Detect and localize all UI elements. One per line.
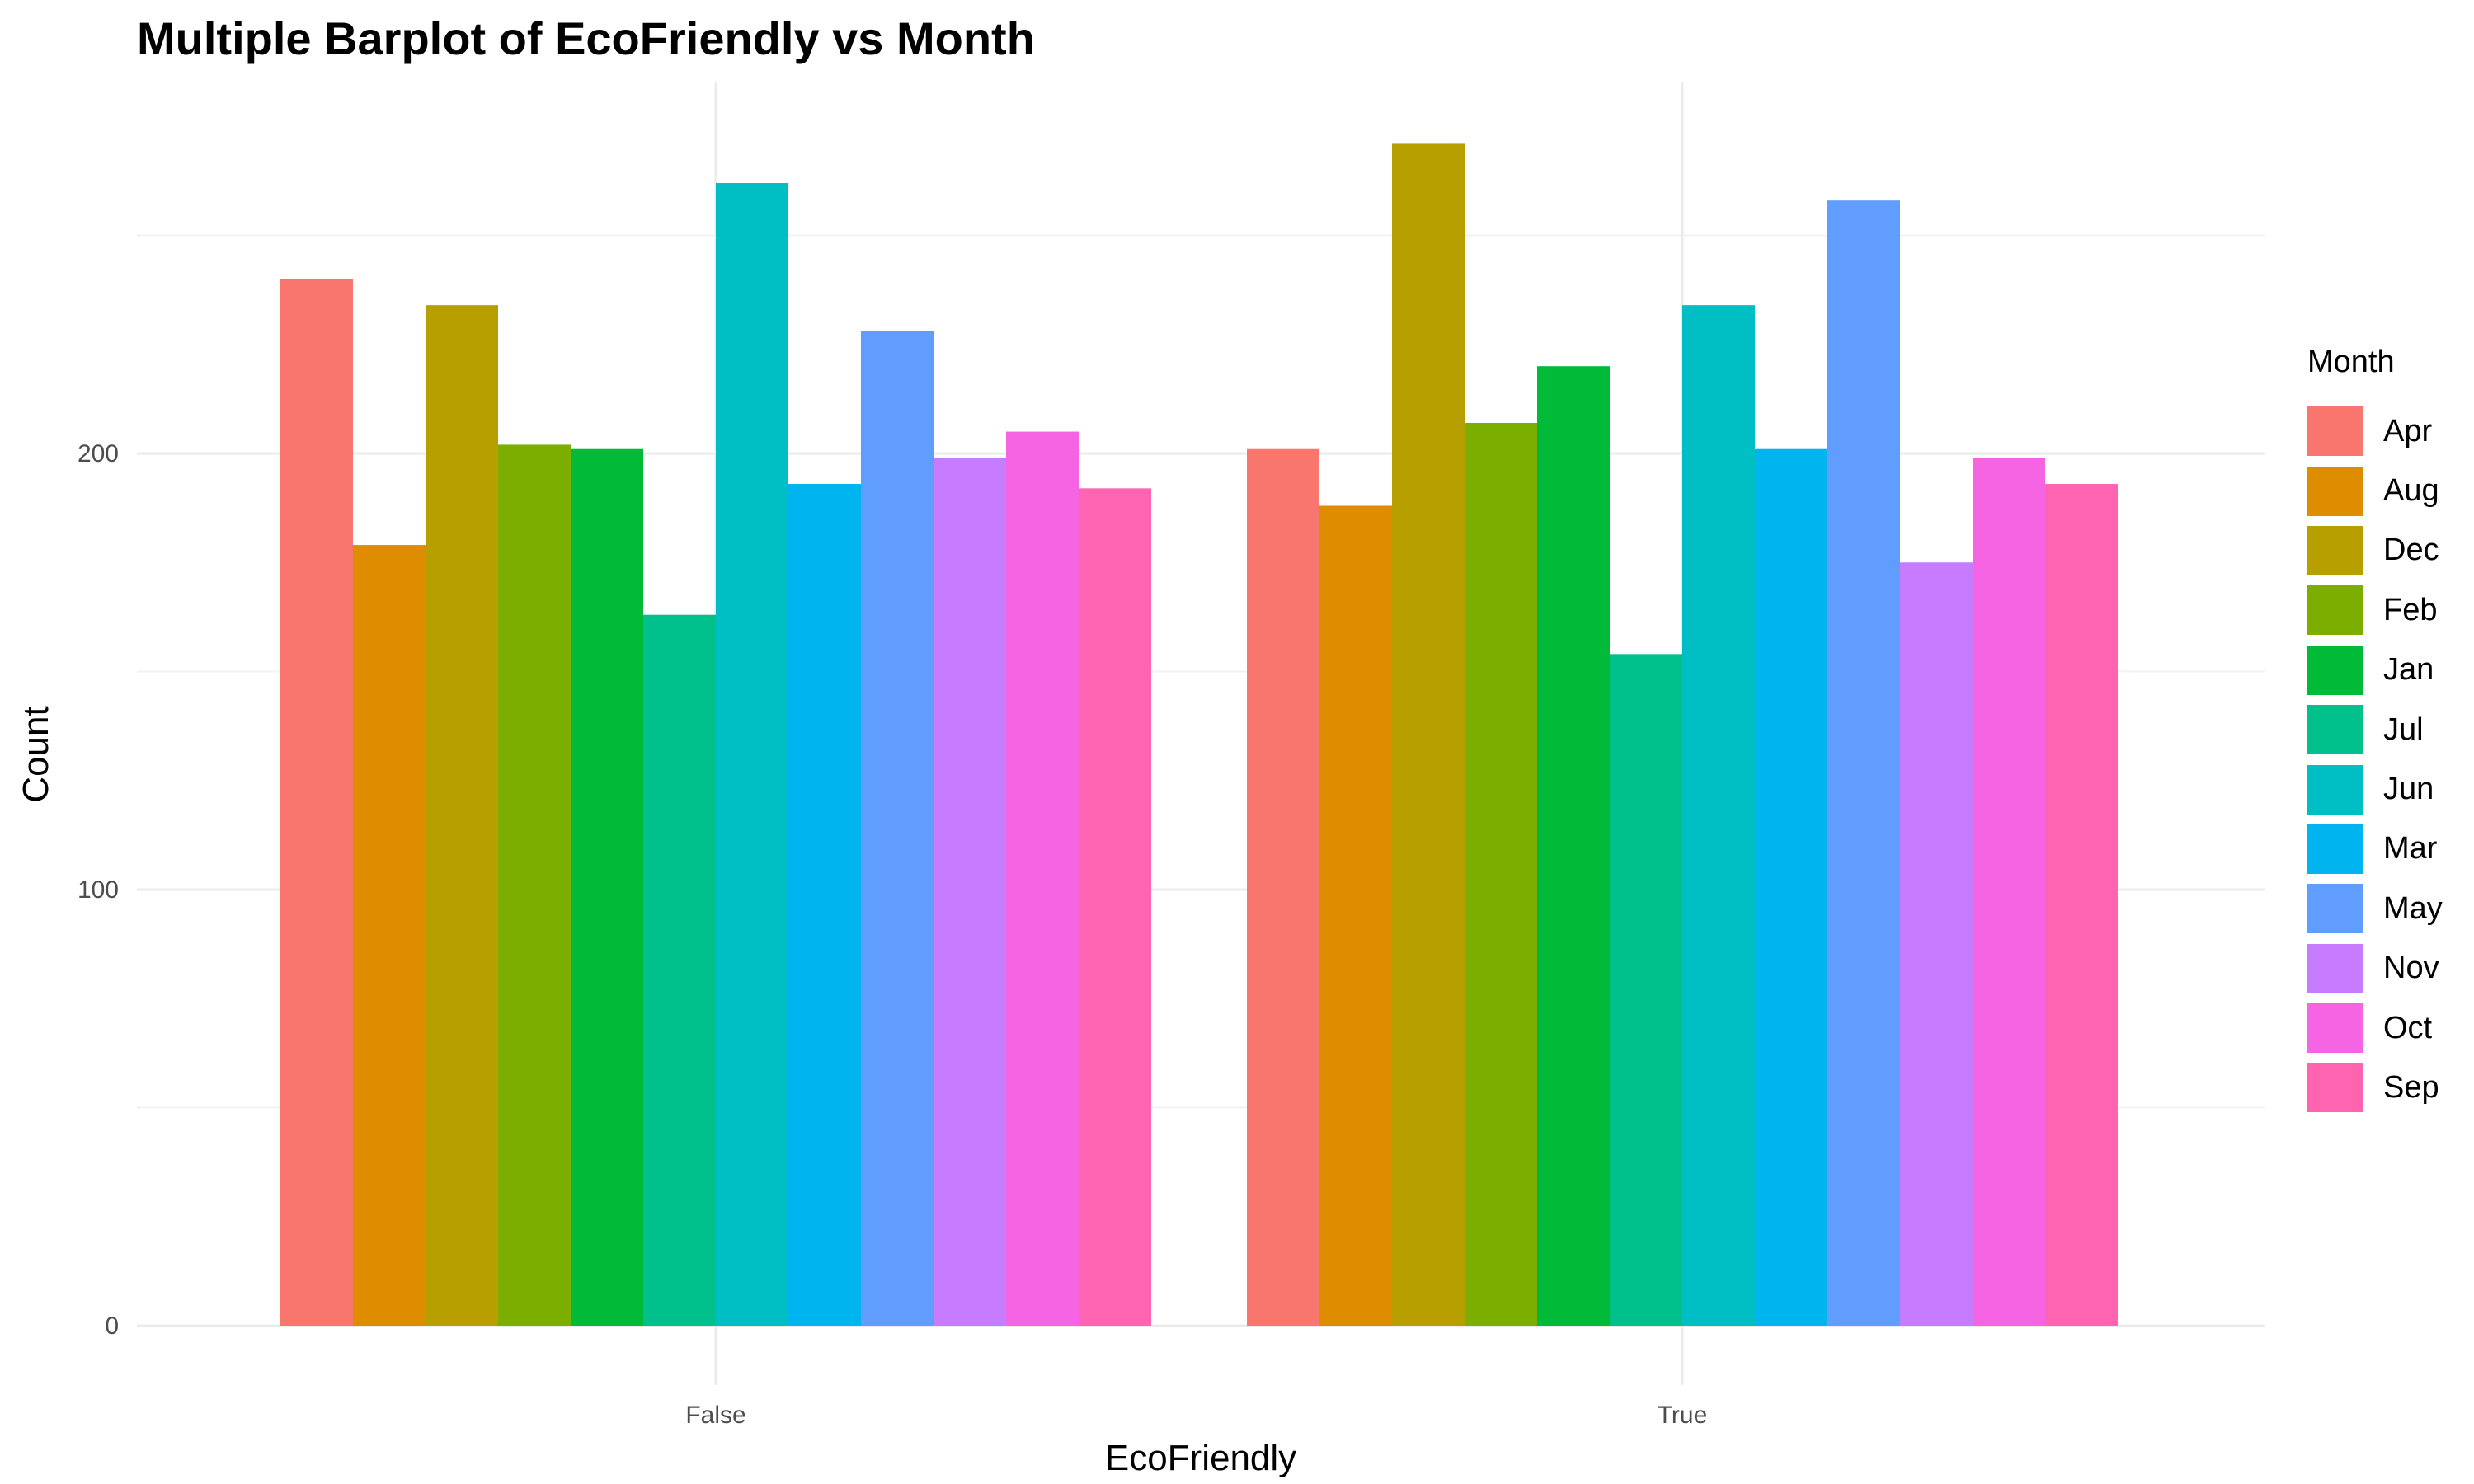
- bar-jan-false: [571, 448, 643, 1327]
- bar-jun-true: [1682, 305, 1755, 1326]
- bar-aug-true: [1319, 505, 1392, 1326]
- legend-key: [2307, 705, 2363, 755]
- bar-dec-true: [1392, 143, 1465, 1326]
- bar-sep-true: [2045, 484, 2118, 1326]
- legend-key: [2307, 406, 2363, 457]
- bar-feb-false: [498, 444, 571, 1327]
- legend-item-aug: Aug: [2307, 461, 2443, 520]
- legend-item-jun: Jun: [2307, 759, 2443, 819]
- legend-key: [2307, 884, 2363, 934]
- bar-jan-true: [1537, 366, 1610, 1327]
- x-tick-label: False: [685, 1402, 745, 1429]
- legend-item-feb: Feb: [2307, 580, 2443, 640]
- legend-label: Nov: [2383, 951, 2439, 986]
- legend-item-oct: Oct: [2307, 998, 2443, 1058]
- x-tick-label: True: [1658, 1402, 1708, 1429]
- bar-feb-true: [1465, 422, 1537, 1326]
- bar-may-false: [861, 331, 934, 1326]
- bar-layer: [280, 143, 2118, 1327]
- legend-item-apr: Apr: [2307, 402, 2443, 461]
- legend-label: Mar: [2383, 831, 2438, 866]
- bar-dec-false: [426, 305, 498, 1326]
- bar-apr-true: [1247, 448, 1319, 1327]
- legend-title: Month: [2307, 345, 2395, 379]
- legend-label: Feb: [2383, 592, 2438, 627]
- legend-label: May: [2383, 890, 2443, 926]
- legend-item-jul: Jul: [2307, 700, 2443, 759]
- legend-key: [2307, 466, 2363, 516]
- legend-item-jan: Jan: [2307, 641, 2443, 700]
- bar-jun-false: [716, 183, 788, 1326]
- legend-label: Sep: [2383, 1069, 2439, 1105]
- bar-apr-false: [280, 279, 353, 1326]
- legend-item-dec: Dec: [2307, 521, 2443, 580]
- legend: Month Apr Aug Dec Feb Jan Jul Jun Mar May Nov Oct S…: [2307, 345, 2443, 1118]
- legend-item-sep: Sep: [2307, 1058, 2443, 1117]
- bar-mar-true: [1755, 448, 1827, 1327]
- axis-layer: 0 100 200 False True EcoFriendly Count: [16, 440, 1707, 1478]
- legend-label: Apr: [2383, 413, 2433, 448]
- legend-label: Aug: [2383, 473, 2439, 509]
- legend-key: [2307, 824, 2363, 874]
- legend-label: Jun: [2383, 772, 2434, 807]
- legend-label: Jul: [2383, 711, 2424, 747]
- bar-may-true: [1827, 200, 1900, 1327]
- legend-key: [2307, 1063, 2363, 1113]
- legend-item-mar: Mar: [2307, 819, 2443, 879]
- legend-item-nov: Nov: [2307, 939, 2443, 998]
- bar-oct-false: [1006, 431, 1079, 1326]
- bar-jul-true: [1610, 654, 1682, 1326]
- bar-sep-false: [1079, 488, 1151, 1326]
- legend-label: Dec: [2383, 533, 2439, 568]
- legend-label: Jan: [2383, 652, 2434, 688]
- bar-aug-false: [353, 545, 426, 1326]
- bar-nov-false: [934, 458, 1006, 1326]
- legend-key: [2307, 645, 2363, 695]
- legend-key: [2307, 943, 2363, 993]
- y-tick-label: 200: [78, 440, 119, 467]
- legend-key: [2307, 585, 2363, 636]
- bar-jul-false: [643, 614, 716, 1326]
- bar-mar-false: [788, 484, 861, 1326]
- legend-key: [2307, 525, 2363, 575]
- bar-oct-true: [1973, 458, 2045, 1326]
- y-tick-label: 100: [78, 876, 119, 904]
- legend-items: Apr Aug Dec Feb Jan Jul Jun Mar May Nov Oct Sep: [2307, 402, 2443, 1118]
- bar-nov-true: [1900, 562, 1973, 1326]
- legend-key: [2307, 1003, 2363, 1054]
- y-tick-label: 0: [105, 1313, 119, 1340]
- legend-item-may: May: [2307, 879, 2443, 938]
- legend-key: [2307, 764, 2363, 815]
- chart-title: Multiple Barplot of EcoFriendly vs Month: [137, 12, 1035, 64]
- legend-label: Oct: [2383, 1010, 2433, 1045]
- y-axis-title: Count: [16, 706, 56, 802]
- x-axis-title: EcoFriendly: [1105, 1438, 1296, 1478]
